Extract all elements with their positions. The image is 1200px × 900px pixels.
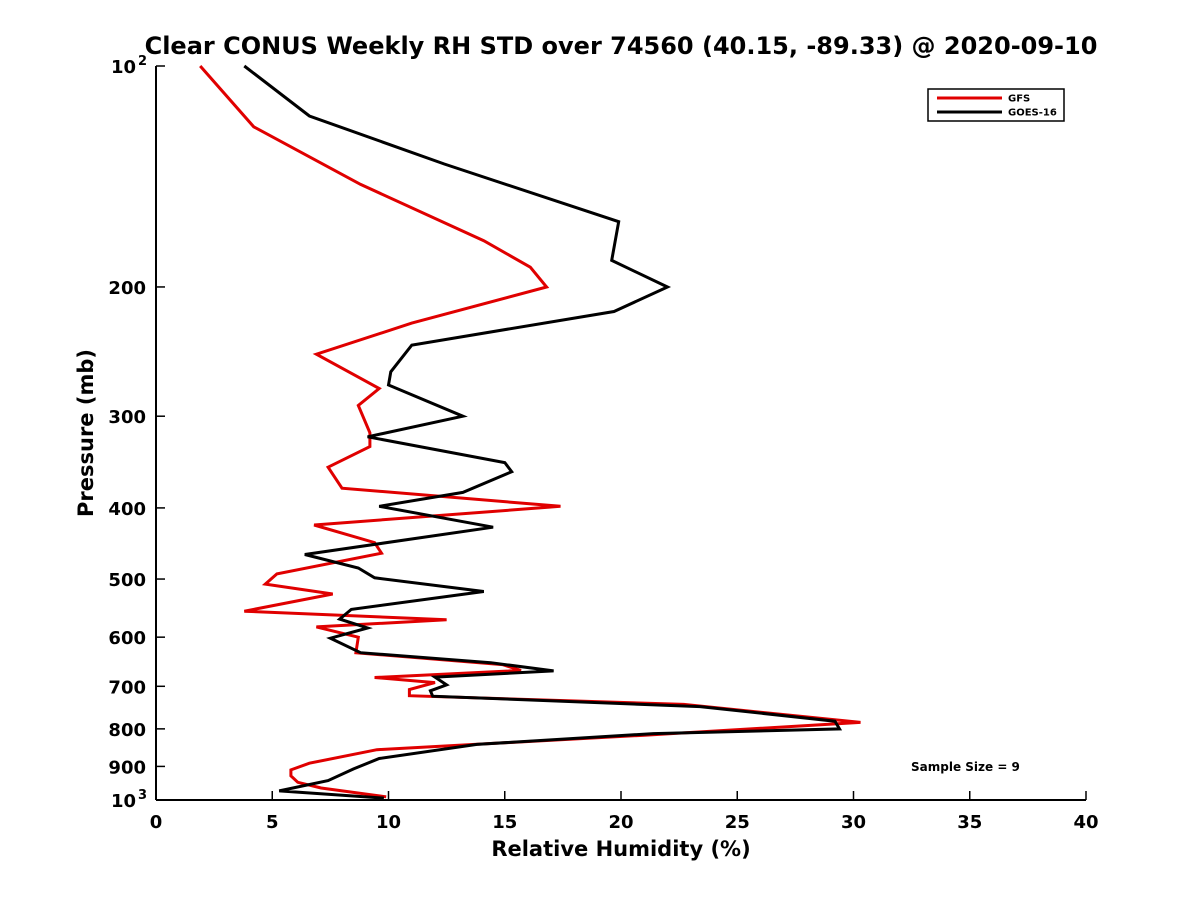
y-tick-exponent: 3 — [138, 788, 147, 803]
y-tick-base: 800 — [108, 720, 146, 741]
y-tick-base: 700 — [108, 677, 146, 698]
y-tick-label: 200 — [108, 278, 146, 299]
y-tick-label: 800 — [108, 720, 146, 741]
y-tick-base: 500 — [108, 570, 146, 591]
x-tick-label: 40 — [1073, 812, 1098, 833]
y-tick-base: 200 — [108, 278, 146, 299]
legend-label-gfs: GFS — [1008, 94, 1030, 105]
legend: GFS GOES-16 — [927, 88, 1065, 122]
y-tick-label: 500 — [108, 570, 146, 591]
y-axis-label: Pressure (mb) — [74, 349, 98, 517]
y-tick-label: 400 — [108, 499, 146, 520]
x-tick-label: 5 — [266, 812, 279, 833]
series-line-gfs — [199, 65, 861, 799]
y-tick-label: 700 — [108, 677, 146, 698]
chart-title: Clear CONUS Weekly RH STD over 74560 (40… — [145, 32, 1098, 60]
x-tick-label: 0 — [150, 812, 163, 833]
y-tick-label: 10 — [111, 791, 136, 812]
x-tick-label: 10 — [376, 812, 401, 833]
series-layer — [199, 64, 861, 800]
y-tick-label: 900 — [108, 757, 146, 778]
sample-size-annotation: Sample Size = 9 — [911, 760, 1020, 774]
series-line-goes-16 — [243, 64, 843, 800]
y-tick-base: 900 — [108, 757, 146, 778]
plot-area-frame — [156, 66, 1086, 800]
x-tick-label: 35 — [957, 812, 982, 833]
y-tick-exponent: 2 — [138, 54, 147, 69]
x-tick-label: 30 — [841, 812, 866, 833]
y-tick-base: 10 — [111, 791, 136, 812]
y-tick-label: 300 — [108, 407, 146, 428]
legend-box — [927, 88, 1065, 122]
y-tick-label: 600 — [108, 628, 146, 649]
y-tick-base: 10 — [111, 57, 136, 78]
y-tick-base: 600 — [108, 628, 146, 649]
y-tick-label: 10 — [111, 57, 136, 78]
legend-label-goes-16: GOES-16 — [1008, 108, 1057, 119]
x-tick-label: 15 — [492, 812, 517, 833]
x-tick-label: 25 — [725, 812, 750, 833]
y-tick-base: 300 — [108, 407, 146, 428]
x-axis-label: Relative Humidity (%) — [491, 837, 750, 861]
y-tick-base: 400 — [108, 499, 146, 520]
x-axis-ticks: 0 5 10 15 20 25 30 35 40 — [150, 791, 1099, 833]
x-tick-label: 20 — [608, 812, 633, 833]
